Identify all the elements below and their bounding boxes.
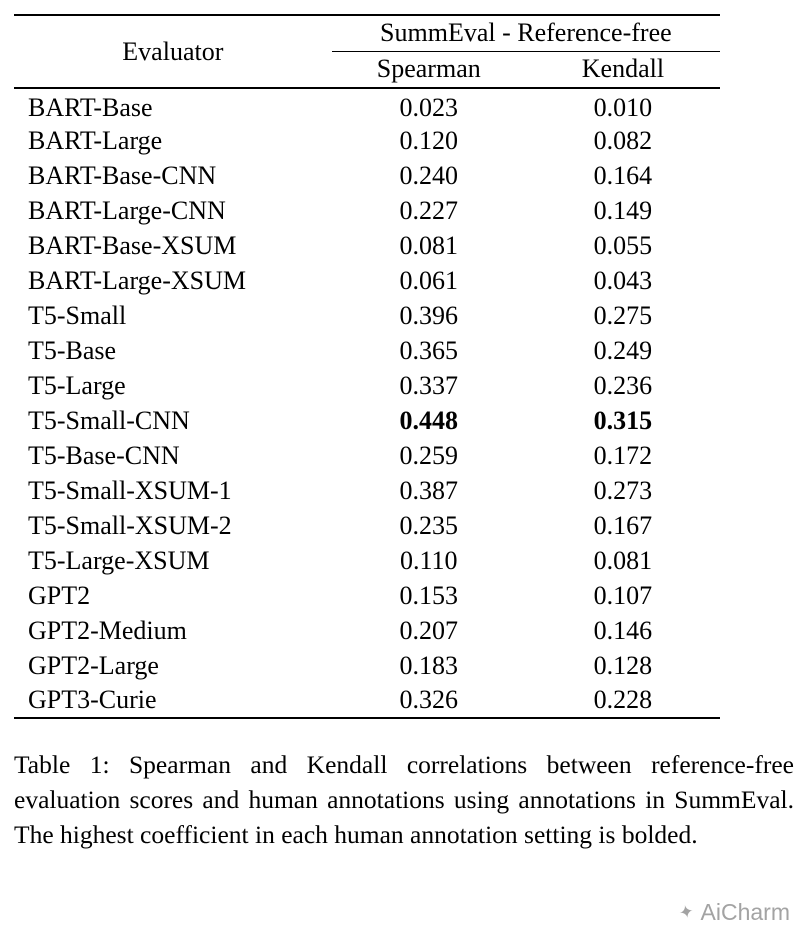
spearman-cell: 0.227 (399, 195, 459, 225)
table-row: T5-Large 0.337 0.236 (14, 368, 720, 403)
spearman-cell: 0.023 (399, 93, 459, 122)
watermark: ✦ AiCharm (677, 899, 790, 926)
kendall-cell: 0.236 (593, 370, 653, 400)
table-row: BART-Base-CNN 0.240 0.164 (14, 158, 720, 193)
spearman-cell: 0.235 (399, 510, 459, 540)
evaluator-cell: BART-Base-CNN (28, 160, 217, 190)
table-body: BART-Base 0.023 0.010 BART-Large 0.120 0… (14, 88, 720, 718)
kendall-cell: 0.107 (593, 580, 653, 610)
kendall-cell: 0.167 (593, 510, 653, 540)
kendall-column-header: Kendall (525, 51, 720, 89)
evaluator-cell: BART-Large-CNN (28, 195, 226, 225)
spearman-cell: 0.120 (399, 125, 459, 155)
spearman-cell: 0.240 (399, 160, 459, 190)
kendall-cell: 0.273 (593, 475, 653, 505)
evaluator-cell: T5-Large (28, 370, 126, 400)
spearman-cell: 0.081 (399, 230, 459, 260)
table-row: BART-Large-XSUM 0.061 0.043 (14, 263, 720, 298)
kendall-cell: 0.128 (593, 650, 653, 680)
evaluator-cell: T5-Base (28, 335, 117, 365)
kendall-cell: 0.275 (593, 300, 653, 330)
spearman-cell: 0.326 (399, 685, 459, 714)
spearman-cell: 0.153 (399, 580, 459, 610)
spearman-column-header: Spearman (331, 51, 526, 89)
spearman-cell: 0.387 (399, 475, 459, 505)
table-row: T5-Large-XSUM 0.110 0.081 (14, 543, 720, 578)
sparkle-icon: ✦ (677, 900, 697, 924)
table-row: T5-Small 0.396 0.275 (14, 298, 720, 333)
kendall-cell: 0.146 (593, 615, 653, 645)
table-row: GPT2-Large 0.183 0.128 (14, 648, 720, 683)
evaluator-cell: BART-Large-XSUM (28, 265, 246, 295)
spearman-cell: 0.448 (399, 405, 459, 435)
evaluator-cell: T5-Base-CNN (28, 440, 180, 470)
kendall-cell: 0.081 (593, 545, 653, 575)
table-row: GPT3-Curie 0.326 0.228 (14, 683, 720, 718)
evaluator-cell: GPT2-Medium (28, 615, 187, 645)
evaluator-cell: GPT3-Curie (28, 685, 157, 714)
spearman-cell: 0.337 (399, 370, 459, 400)
spearman-cell: 0.259 (399, 440, 459, 470)
kendall-cell: 0.249 (593, 335, 653, 365)
table-row: T5-Small-XSUM-2 0.235 0.167 (14, 508, 720, 543)
evaluator-cell: BART-Base (28, 93, 153, 122)
table-row: GPT2 0.153 0.107 (14, 578, 720, 613)
table-row: BART-Base 0.023 0.010 (14, 88, 720, 123)
evaluator-cell: T5-Small-CNN (28, 405, 190, 435)
table-header: Evaluator SummEval - Reference-free Spea… (14, 15, 720, 89)
kendall-cell: 0.010 (593, 93, 653, 122)
evaluator-column-header: Evaluator (14, 15, 332, 89)
spearman-cell: 0.396 (399, 300, 459, 330)
spearman-cell: 0.207 (399, 615, 459, 645)
table-row: GPT2-Medium 0.207 0.146 (14, 613, 720, 648)
table-row: T5-Base-CNN 0.259 0.172 (14, 438, 720, 473)
table-caption: Table 1: Spearman and Kendall correlatio… (14, 750, 794, 849)
spearman-cell: 0.183 (399, 650, 459, 680)
evaluator-cell: T5-Small-XSUM-2 (28, 510, 232, 540)
kendall-cell: 0.315 (593, 405, 653, 435)
kendall-cell: 0.228 (593, 685, 653, 714)
table-row: T5-Small-XSUM-1 0.387 0.273 (14, 473, 720, 508)
spearman-cell: 0.061 (399, 265, 459, 295)
evaluator-cell: BART-Large (28, 125, 163, 155)
evaluator-cell: T5-Small-XSUM-1 (28, 475, 232, 505)
group-column-header: SummEval - Reference-free (331, 15, 720, 52)
evaluator-cell: GPT2 (28, 580, 91, 610)
evaluator-cell: T5-Large-XSUM (28, 545, 210, 575)
evaluator-cell: T5-Small (28, 300, 127, 330)
table-row: BART-Large 0.120 0.082 (14, 123, 720, 158)
table-row: BART-Base-XSUM 0.081 0.055 (14, 228, 720, 263)
kendall-cell: 0.082 (593, 125, 653, 155)
watermark-label: AiCharm (700, 899, 790, 925)
evaluator-cell: GPT2-Large (28, 650, 159, 680)
evaluator-cell: BART-Base-XSUM (28, 230, 237, 260)
kendall-cell: 0.172 (593, 440, 653, 470)
correlation-table: Evaluator SummEval - Reference-free Spea… (14, 14, 720, 719)
kendall-cell: 0.055 (593, 230, 653, 260)
spearman-cell: 0.365 (399, 335, 459, 365)
table-row: T5-Base 0.365 0.249 (14, 333, 720, 368)
paper-page: Evaluator SummEval - Reference-free Spea… (14, 14, 794, 925)
spearman-cell: 0.110 (399, 545, 458, 575)
kendall-cell: 0.164 (593, 160, 653, 190)
table-row: BART-Large-CNN 0.227 0.149 (14, 193, 720, 228)
table-row: T5-Small-CNN 0.448 0.315 (14, 403, 720, 438)
kendall-cell: 0.043 (593, 265, 653, 295)
kendall-cell: 0.149 (593, 195, 653, 225)
